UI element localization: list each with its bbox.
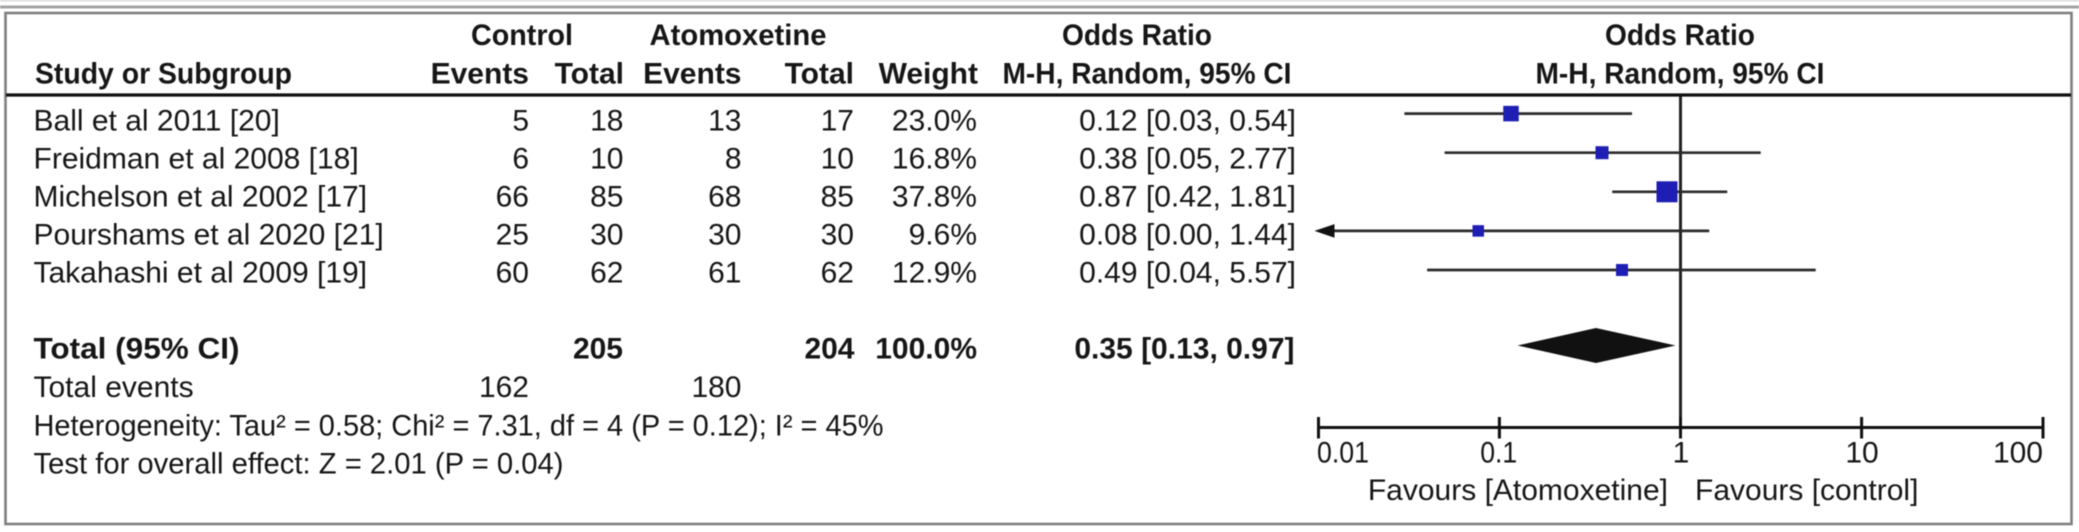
svg-text:M-H, Random, 95% CI: M-H, Random, 95% CI [1003,58,1292,91]
svg-text:Favours [control]: Favours [control] [1695,474,1918,507]
svg-text:Total events: Total events [34,371,194,404]
svg-text:Odds Ratio: Odds Ratio [1605,19,1755,52]
svg-text:Events: Events [431,58,529,91]
svg-text:18: 18 [590,105,623,138]
svg-text:85: 85 [590,181,623,214]
svg-text:5: 5 [512,105,529,138]
svg-text:Favours [Atomoxetine]: Favours [Atomoxetine] [1368,474,1668,507]
svg-text:Freidman et al 2008 [18]: Freidman et al 2008 [18] [34,143,359,176]
svg-text:30: 30 [821,219,854,252]
svg-text:9.6%: 9.6% [909,219,977,252]
svg-text:Ball et al 2011 [20]: Ball et al 2011 [20] [34,105,280,138]
svg-text:Total (95% CI): Total (95% CI) [34,333,240,366]
svg-text:Test for overall effect: Z = 2: Test for overall effect: Z = 2.01 (P = 0… [34,448,564,481]
svg-text:62: 62 [590,257,623,290]
svg-text:Heterogeneity: Tau² = 0.58; Ch: Heterogeneity: Tau² = 0.58; Chi² = 7.31,… [34,410,884,443]
svg-text:0.1: 0.1 [1480,437,1517,470]
svg-text:61: 61 [708,257,741,290]
svg-text:17: 17 [821,105,854,138]
svg-text:0.01: 0.01 [1317,437,1369,470]
svg-text:62: 62 [821,257,854,290]
svg-text:16.8%: 16.8% [892,143,977,176]
svg-text:6: 6 [512,143,529,176]
svg-text:85: 85 [821,181,854,214]
svg-text:Pourshams et al 2020 [21]: Pourshams et al 2020 [21] [34,219,384,252]
svg-text:0.38 [0.05, 2.77]: 0.38 [0.05, 2.77] [1079,143,1296,176]
svg-text:60: 60 [496,257,529,290]
svg-text:M-H, Random, 95% CI: M-H, Random, 95% CI [1536,58,1825,91]
svg-text:1: 1 [1673,437,1690,470]
svg-text:Events: Events [643,58,741,91]
svg-text:8: 8 [725,143,742,176]
svg-text:Weight: Weight [879,58,978,91]
svg-text:Michelson et al 2002 [17]: Michelson et al 2002 [17] [34,181,368,214]
svg-text:Study or Subgroup: Study or Subgroup [35,58,292,91]
svg-text:68: 68 [708,181,741,214]
svg-text:37.8%: 37.8% [892,181,977,214]
svg-text:30: 30 [708,219,741,252]
svg-text:0.08 [0.00, 1.44]: 0.08 [0.00, 1.44] [1079,219,1296,252]
svg-text:Takahashi et al 2009 [19]: Takahashi et al 2009 [19] [34,257,368,290]
svg-text:10: 10 [1845,437,1878,470]
svg-text:205: 205 [573,333,623,366]
svg-text:204: 204 [804,333,854,366]
svg-text:162: 162 [479,371,529,404]
svg-text:0.35 [0.13, 0.97]: 0.35 [0.13, 0.97] [1074,333,1294,366]
svg-text:180: 180 [691,371,741,404]
svg-text:25: 25 [496,219,529,252]
svg-text:0.12 [0.03, 0.54]: 0.12 [0.03, 0.54] [1079,105,1296,138]
svg-text:13: 13 [708,105,741,138]
svg-text:10: 10 [821,143,854,176]
svg-text:30: 30 [590,219,623,252]
svg-text:Total: Total [555,58,624,91]
svg-text:0.87 [0.42, 1.81]: 0.87 [0.42, 1.81] [1079,181,1296,214]
svg-text:23.0%: 23.0% [892,105,977,138]
svg-text:10: 10 [590,143,623,176]
svg-text:66: 66 [496,181,529,214]
svg-text:Atomoxetine: Atomoxetine [650,19,827,52]
svg-text:Control: Control [471,19,573,52]
svg-text:Total: Total [785,58,854,91]
svg-text:100: 100 [1993,437,2043,470]
svg-text:100.0%: 100.0% [875,333,977,366]
svg-text:Odds Ratio: Odds Ratio [1062,19,1212,52]
svg-text:0.49 [0.04, 5.57]: 0.49 [0.04, 5.57] [1079,257,1296,290]
svg-text:12.9%: 12.9% [892,257,977,290]
